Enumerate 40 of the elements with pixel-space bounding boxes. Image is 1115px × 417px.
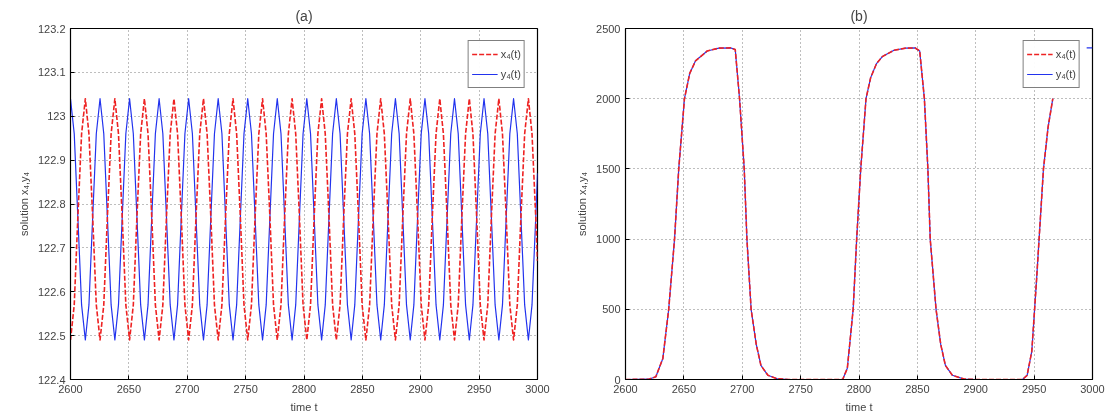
legend-label: x₄(t) bbox=[1055, 48, 1076, 60]
y-tick-label: 2500 bbox=[596, 22, 621, 35]
y-tick-label: 122.8 bbox=[37, 198, 66, 210]
x-tick-label: 2900 bbox=[408, 382, 433, 395]
y-tick-label: 500 bbox=[602, 303, 621, 316]
y-tick-label: 122.6 bbox=[37, 285, 66, 298]
x-tick-label: 2850 bbox=[905, 382, 930, 395]
y-tick-label: 123.2 bbox=[37, 22, 66, 35]
chart-title: (b) bbox=[850, 7, 868, 24]
y-tick-label: 122.5 bbox=[37, 329, 66, 342]
legend-label: y₄(t) bbox=[1055, 68, 1076, 80]
x-axis-title: time t bbox=[845, 400, 873, 413]
y-tick-label: 1500 bbox=[596, 162, 621, 175]
y-axis-title: solution x₄,y₄ bbox=[576, 171, 589, 236]
x-tick-label: 2650 bbox=[116, 382, 142, 395]
chart-title: (a) bbox=[295, 7, 313, 24]
legend-label: y₄(t) bbox=[500, 68, 521, 80]
y-axis-title: solution x₄,y₄ bbox=[17, 171, 30, 236]
y-tick-label: 123.1 bbox=[37, 66, 66, 79]
x-tick-label: 2700 bbox=[730, 382, 755, 395]
y-tick-label: 122.7 bbox=[37, 241, 66, 254]
y-tick-label: 2000 bbox=[596, 92, 621, 105]
y-tick-label: 1000 bbox=[596, 233, 621, 246]
x-tick-label: 2800 bbox=[291, 382, 317, 395]
legend-label: x₄(t) bbox=[500, 48, 521, 60]
x-tick-label: 2650 bbox=[671, 382, 697, 395]
x-tick-label: 3000 bbox=[525, 382, 550, 395]
y-tick-label: 123 bbox=[47, 110, 66, 123]
x-tick-label: 2700 bbox=[175, 382, 200, 395]
x-tick-label: 2900 bbox=[963, 382, 988, 395]
x-tick-label: 3000 bbox=[1080, 382, 1105, 395]
x-tick-label: 2950 bbox=[1021, 382, 1047, 395]
line-series bbox=[70, 97, 538, 341]
x-tick-label: 2750 bbox=[788, 382, 813, 395]
x-tick-label: 2750 bbox=[233, 382, 258, 395]
x-tick-label: 2800 bbox=[846, 382, 872, 395]
x-tick-label: 2950 bbox=[466, 382, 492, 395]
x-axis-title: time t bbox=[290, 400, 318, 413]
y-tick-label: 122.9 bbox=[37, 154, 66, 167]
x-tick-label: 2850 bbox=[350, 382, 375, 395]
